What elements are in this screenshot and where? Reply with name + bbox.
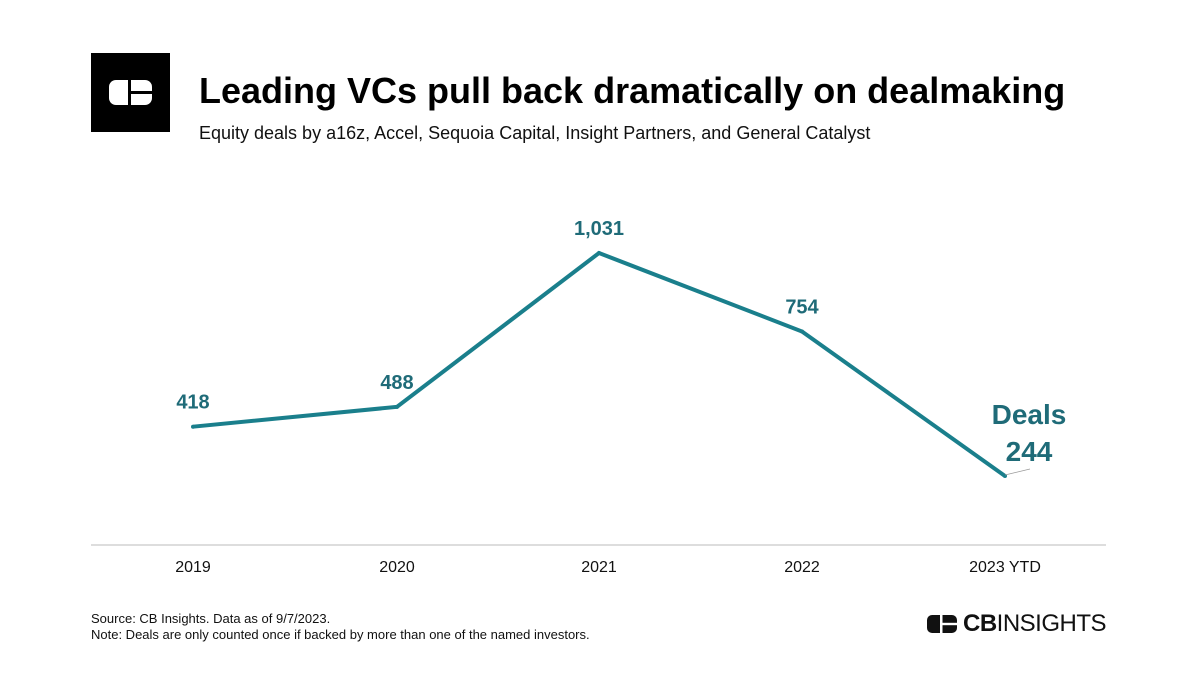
x-tick-label: 2023 YTD <box>969 559 1041 576</box>
x-tick-label: 2019 <box>175 559 211 576</box>
data-label: 244 <box>1006 436 1053 467</box>
series-name-label: Deals <box>992 399 1067 430</box>
footnote: Note: Deals are only counted once if bac… <box>91 627 590 642</box>
x-tick-label: 2021 <box>581 559 617 576</box>
source-note: Source: CB Insights. Data as of 9/7/2023… <box>91 611 331 626</box>
label-leader-line <box>1004 468 1031 476</box>
x-tick-label: 2022 <box>784 559 820 576</box>
data-point <box>800 329 804 334</box>
cb-brand-icon <box>927 615 957 633</box>
chart-title: Leading VCs pull back dramatically on de… <box>199 70 1066 111</box>
data-point <box>191 424 195 429</box>
data-point <box>597 251 601 255</box>
chart-subtitle: Equity deals by a16z, Accel, Sequoia Cap… <box>199 123 871 143</box>
brand-wordmark: CBINSIGHTS <box>963 610 1107 637</box>
deals-series-line <box>192 250 1007 478</box>
data-label: 488 <box>380 372 413 394</box>
data-label: 754 <box>785 296 819 318</box>
data-label: 1,031 <box>574 218 624 240</box>
cb-logo-icon <box>91 53 170 132</box>
data-point <box>395 404 399 409</box>
cb-insights-brand: CBINSIGHTS <box>927 610 1107 637</box>
x-tick-label: 2020 <box>379 559 415 576</box>
data-label: 418 <box>176 392 209 414</box>
